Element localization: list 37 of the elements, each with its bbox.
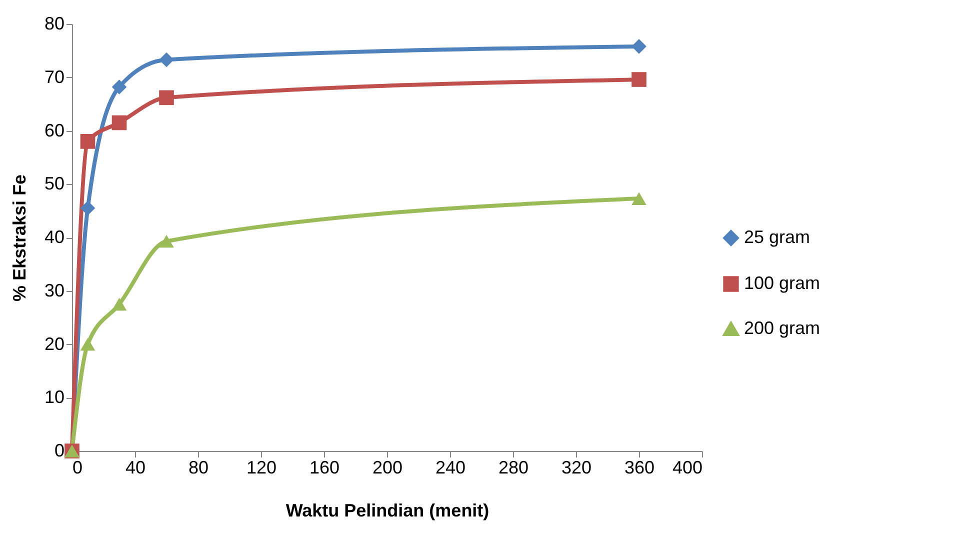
x-tick-label: 120 — [246, 458, 277, 478]
x-tick-label: 360 — [624, 458, 655, 478]
legend-label: 200 gram — [744, 318, 820, 338]
point — [632, 192, 646, 205]
point — [632, 39, 646, 54]
point — [159, 52, 174, 68]
x-tick-label: 80 — [188, 458, 209, 478]
point — [159, 90, 174, 106]
point — [80, 134, 96, 149]
legend-label: 100 gram — [744, 273, 820, 293]
y-tick-label: 30 — [44, 280, 64, 300]
point — [159, 234, 174, 248]
y-tick-label: 40 — [44, 227, 64, 247]
y-axis-title: % Ekstraksi Fe — [9, 174, 30, 302]
x-tick-label: 40 — [125, 458, 146, 478]
point — [112, 80, 127, 94]
point — [80, 200, 96, 216]
point — [112, 298, 127, 311]
point — [112, 115, 127, 130]
y-tick-label: 60 — [44, 120, 64, 140]
x-tick-label: 240 — [435, 458, 466, 478]
x-tick-label: 280 — [498, 458, 529, 478]
point — [80, 338, 96, 351]
legend-label: 25 gram — [744, 227, 810, 247]
x-tick-label: 200 — [372, 458, 403, 478]
y-tick-label: 70 — [44, 66, 64, 87]
y-tick-label: 50 — [44, 174, 64, 194]
x-tick-label: 160 — [309, 458, 340, 478]
y-tick-label: 10 — [44, 387, 64, 408]
y-tick-label: 20 — [44, 334, 64, 354]
x-tick-label: 320 — [561, 458, 592, 478]
point — [632, 72, 646, 87]
y-tick-label: 0 — [54, 440, 64, 460]
x-tick-label: 0 — [72, 458, 83, 478]
y-tick-label: 80 — [44, 14, 64, 34]
x-axis-title: Waktu Pelindian (menit) — [286, 500, 490, 520]
x-tick-label: 400 — [672, 458, 702, 478]
